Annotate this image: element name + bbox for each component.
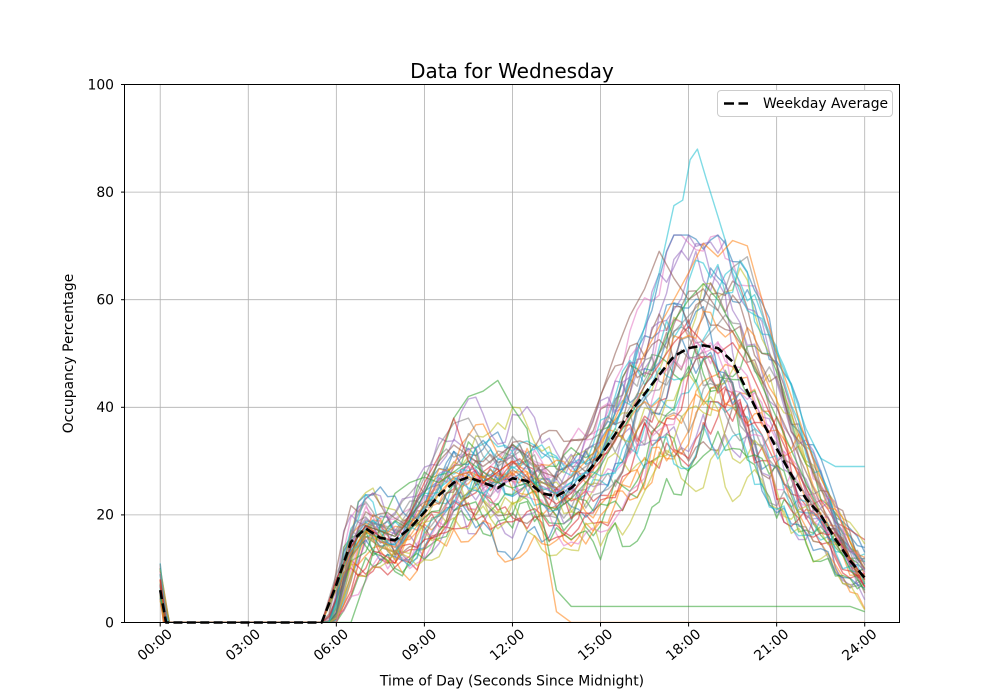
x-tick-label: 18:00 bbox=[663, 626, 704, 664]
x-tick-label: 09:00 bbox=[399, 626, 440, 664]
day-trace bbox=[159, 282, 866, 623]
y-tick-labels: 0 20 40 60 80 100 bbox=[87, 77, 114, 631]
plot-frame bbox=[124, 84, 900, 623]
y-tick-label: 20 bbox=[96, 508, 114, 524]
day-trace bbox=[159, 267, 865, 623]
legend-box bbox=[717, 90, 893, 117]
x-axis-label: Time of Day (Seconds Since Midnight) bbox=[379, 674, 644, 690]
day-trace-brown-early-evening-peak bbox=[159, 250, 866, 623]
day-trace-red-morning-peak bbox=[159, 325, 866, 623]
chart-title: Data for Wednesday bbox=[410, 59, 614, 83]
x-tick-label: 00:00 bbox=[135, 626, 176, 664]
x-tick-label: 03:00 bbox=[223, 626, 264, 664]
day-trace bbox=[159, 448, 866, 623]
y-axis-label: Occupancy Percentage bbox=[61, 274, 77, 434]
x-tick-label: 21:00 bbox=[751, 626, 792, 664]
x-tick-label: 24:00 bbox=[839, 626, 880, 664]
y-tick-label: 80 bbox=[96, 185, 114, 201]
x-tick-label: 12:00 bbox=[487, 626, 528, 664]
y-tick-label: 0 bbox=[105, 615, 114, 631]
y-tick-label: 60 bbox=[96, 293, 114, 309]
day-trace bbox=[159, 259, 866, 623]
day-trace-green-late-start bbox=[159, 282, 866, 623]
day-trace bbox=[159, 379, 866, 623]
legend: Weekday Average bbox=[717, 90, 893, 117]
day-trace bbox=[159, 345, 865, 623]
day-trace bbox=[159, 318, 866, 623]
x-tick-label: 15:00 bbox=[575, 626, 616, 664]
day-trace bbox=[159, 391, 866, 623]
y-tick-label: 100 bbox=[87, 77, 114, 93]
x-tick-label: 06:00 bbox=[311, 626, 352, 664]
day-trace-gray-high bbox=[159, 256, 866, 623]
day-trace-orange-drops-to-zero bbox=[159, 471, 865, 623]
tick-marks bbox=[121, 84, 866, 627]
day-trace-orange-evening-peak bbox=[159, 239, 866, 623]
gridlines bbox=[124, 84, 900, 623]
day-trace bbox=[159, 267, 866, 623]
day-traces bbox=[159, 148, 866, 623]
x-tick-labels: 00:00 03:00 06:00 09:00 12:00 15:00 18:00 21:00… bbox=[135, 626, 880, 664]
y-tick-label: 40 bbox=[96, 400, 114, 416]
day-trace bbox=[159, 314, 866, 623]
day-trace bbox=[159, 355, 866, 623]
day-trace bbox=[159, 250, 866, 623]
day-trace bbox=[159, 430, 866, 623]
legend-label: Weekday Average bbox=[763, 96, 888, 112]
day-trace bbox=[159, 349, 866, 623]
day-trace bbox=[159, 424, 866, 623]
